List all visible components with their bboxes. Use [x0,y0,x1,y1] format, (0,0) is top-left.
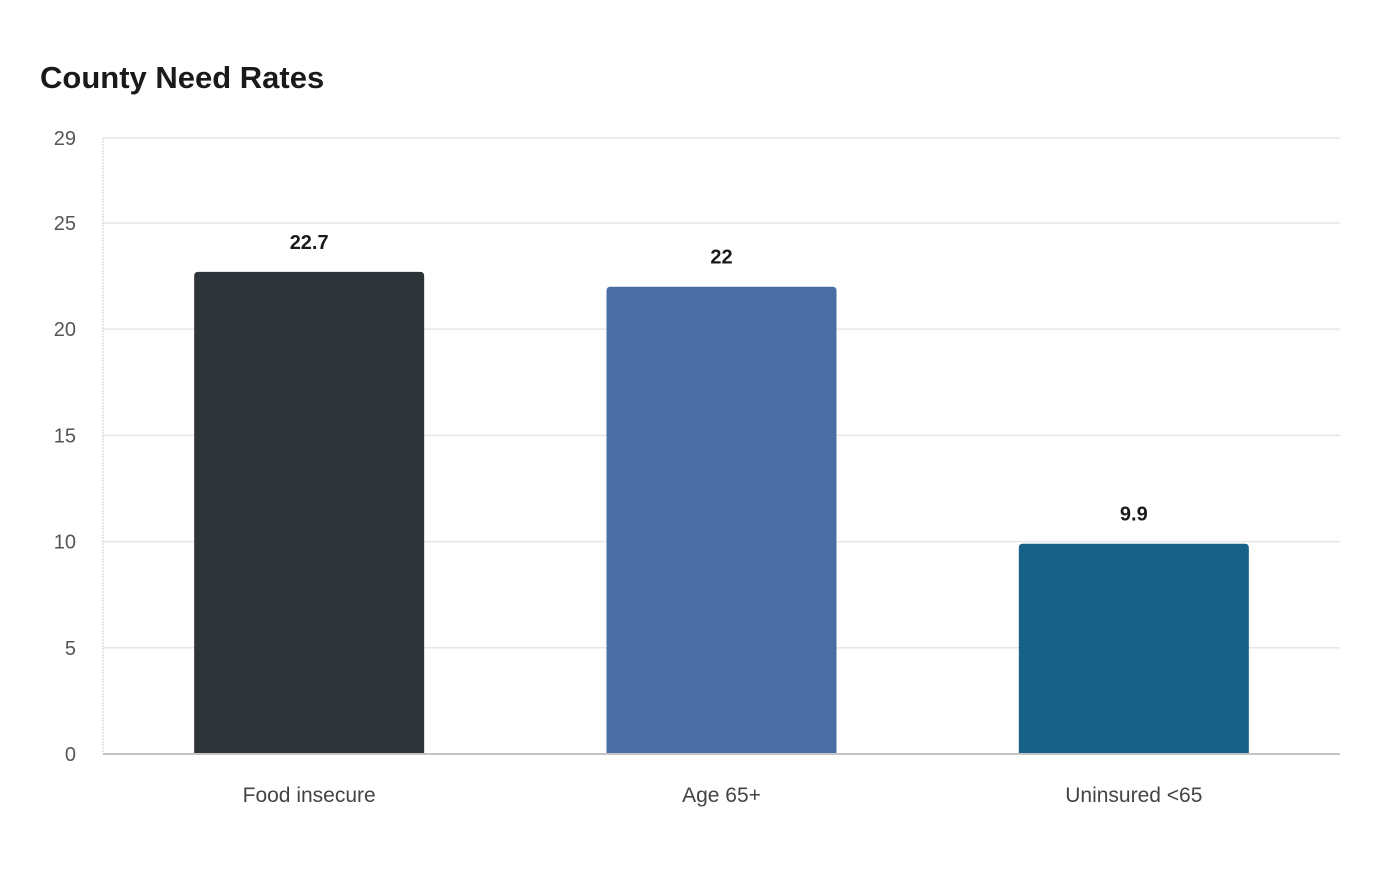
bar [1018,543,1249,754]
chart-title: County Need Rates [40,60,325,95]
y-tick-label: 25 [54,213,76,235]
data-labels: 22.7 22 9.9 [290,232,1148,526]
bar [194,271,425,754]
category-label: Food insecure [243,784,376,807]
category-label: Uninsured <65 [1065,784,1202,807]
y-tick-label: 29 [54,128,76,150]
axes [102,138,1340,755]
y-tick-label: 5 [65,638,76,660]
y-tick-label: 20 [54,319,76,341]
y-tick-label: 10 [54,532,76,554]
x-axis-categories: Food insecure Age 65+ Uninsured <65 [243,784,1203,807]
data-label: 22.7 [290,232,329,254]
data-label: 9.9 [1120,504,1148,526]
bars [194,271,1249,754]
data-label: 22 [710,247,732,269]
y-tick-label: 0 [65,744,76,766]
y-tick-label: 15 [54,425,76,447]
y-axis-ticks: 0 5 10 15 20 25 29 [54,128,76,766]
bar [606,286,837,754]
category-label: Age 65+ [682,784,761,807]
